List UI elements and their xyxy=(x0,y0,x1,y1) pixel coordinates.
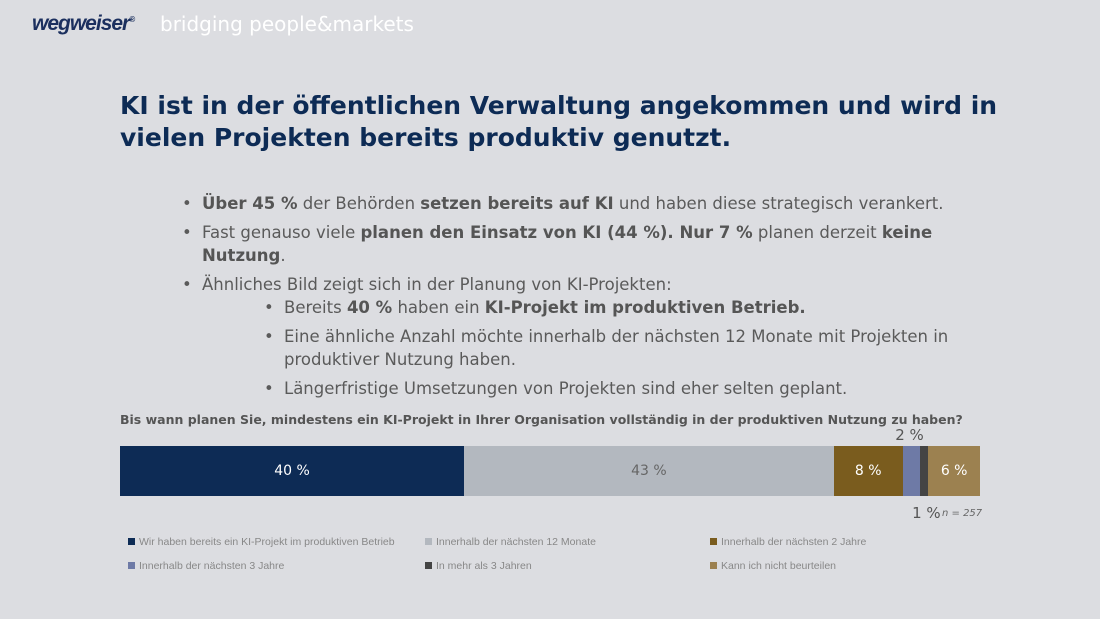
data-label: 6 % xyxy=(940,463,968,479)
bar-segment xyxy=(919,446,929,496)
data-label: 40 % xyxy=(274,463,310,479)
bullet-text: Längerfristige Umsetzungen von Projekten… xyxy=(284,379,848,398)
legend-item: Innerhalb der nächsten 2 Jahre xyxy=(710,536,990,548)
bullet-text: setzen bereits auf KI xyxy=(420,194,614,213)
bullet-text: der Behörden xyxy=(297,194,421,213)
bar-segment: 8 % xyxy=(833,446,903,496)
bullet-text: 40 % xyxy=(346,298,393,317)
legend-swatch xyxy=(425,562,432,569)
legend-label: Wir haben bereits ein KI-Projekt im prod… xyxy=(139,536,395,548)
legend-item: Innerhalb der nächsten 3 Jahre xyxy=(128,560,425,572)
chart-title: Bis wann planen Sie, mindestens ein KI-P… xyxy=(120,412,963,427)
bullet-text: und haben diese strategisch verankert. xyxy=(613,194,944,213)
bullet-item: Fast genauso viele planen den Einsatz vo… xyxy=(178,221,1020,267)
legend-item: Innerhalb der nächsten 12 Monate xyxy=(425,536,710,548)
bullet-item: Eine ähnliche Anzahl möchte innerhalb de… xyxy=(260,325,1020,371)
legend-item: Kann ich nicht beurteilen xyxy=(710,560,990,572)
legend-label: Innerhalb der nächsten 3 Jahre xyxy=(139,560,285,572)
data-label: 2 % xyxy=(895,426,924,444)
legend-label: Innerhalb der nächsten 12 Monate xyxy=(436,536,596,548)
bullet-text: . xyxy=(280,246,286,265)
bullet-text: Bereits xyxy=(284,298,347,317)
bullet-text: Über 45 % xyxy=(202,194,298,213)
bullet-list: Über 45 % der Behörden setzen bereits au… xyxy=(120,192,1020,406)
legend-swatch xyxy=(710,562,717,569)
bullet-text: keine Nutzung xyxy=(202,223,933,265)
legend-swatch xyxy=(128,538,135,545)
bar-segment xyxy=(902,446,920,496)
bullet-item: Ähnliches Bild zeigt sich in der Planung… xyxy=(178,273,1020,400)
legend-item: In mehr als 3 Jahren xyxy=(425,560,710,572)
bullet-item: Längerfristige Umsetzungen von Projekten… xyxy=(260,377,1020,400)
tagline: bridging people&markets xyxy=(160,12,414,36)
bar-segment: 40 % xyxy=(120,446,464,496)
bar-segment: 6 % xyxy=(928,446,980,496)
legend-item: Wir haben bereits ein KI-Projekt im prod… xyxy=(128,536,425,548)
bullet-item: Über 45 % der Behörden setzen bereits au… xyxy=(178,192,1020,215)
bullet-text: planen derzeit xyxy=(752,223,882,242)
page-title: KI ist in der öffentlichen Verwaltung an… xyxy=(120,91,998,152)
sample-size: n = 257 xyxy=(942,508,983,519)
bullet-item: Bereits 40 % haben ein KI-Projekt im pro… xyxy=(260,296,1020,319)
legend-swatch xyxy=(710,538,717,545)
bullet-text: Fast genauso viele xyxy=(202,223,361,242)
bullet-text: haben ein xyxy=(392,298,485,317)
legend-label: Kann ich nicht beurteilen xyxy=(721,560,836,572)
bullet-text: Ähnliches Bild zeigt sich in der Planung… xyxy=(202,275,672,294)
legend: Wir haben bereits ein KI-Projekt im prod… xyxy=(128,536,988,572)
data-label: 1 % xyxy=(912,504,941,522)
legend-label: Innerhalb der nächsten 2 Jahre xyxy=(721,536,867,548)
logo: wegweiser® xyxy=(32,12,135,35)
bullet-text: Eine ähnliche Anzahl möchte innerhalb de… xyxy=(284,327,949,369)
data-label: 43 % xyxy=(631,463,667,479)
legend-label: In mehr als 3 Jahren xyxy=(436,560,532,572)
bullet-text: KI-Projekt im produktiven Betrieb. xyxy=(484,298,806,317)
legend-swatch xyxy=(128,562,135,569)
stacked-bar: 40 % 43 % 8 % 6 % xyxy=(120,446,980,496)
bullet-text: planen den Einsatz von KI (44 %). Nur 7 … xyxy=(360,223,753,242)
bar-segment: 43 % xyxy=(464,446,834,496)
data-label: 8 % xyxy=(854,463,882,479)
legend-swatch xyxy=(425,538,432,545)
